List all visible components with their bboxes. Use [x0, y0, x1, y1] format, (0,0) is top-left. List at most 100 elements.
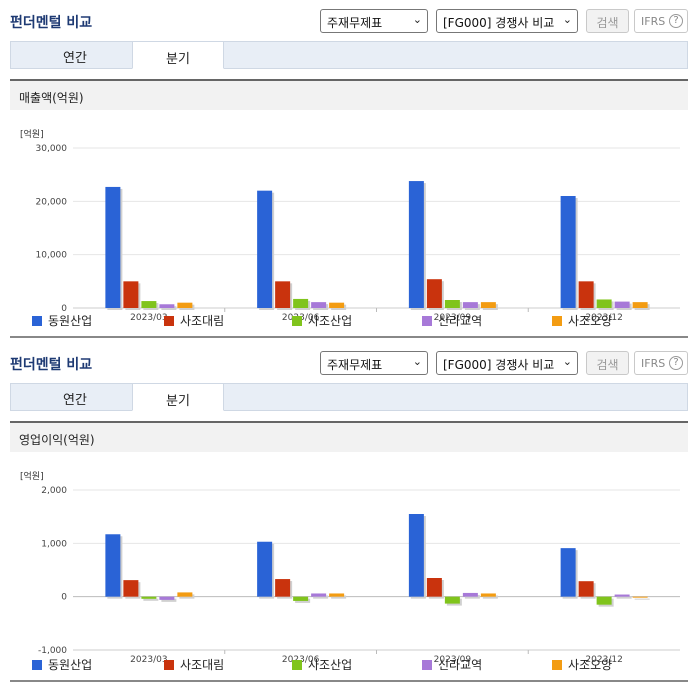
comparison-select-value: [FG000] 경쟁사 비교 [443, 358, 555, 372]
bar [408, 514, 424, 597]
period-tabs: 연간 분기 [10, 41, 688, 69]
bar-shadow [616, 596, 632, 599]
legend-swatch [552, 316, 562, 326]
y-tick-label: 30,000 [36, 144, 68, 154]
legend-swatch [164, 316, 174, 326]
bar-shadow [143, 598, 159, 601]
bar [329, 593, 345, 597]
help-icon[interactable]: ? [669, 14, 683, 28]
bar [141, 301, 157, 308]
bar [578, 281, 594, 308]
search-button[interactable]: 검색 [586, 9, 629, 33]
tab-quarterly[interactable]: 분기 [132, 41, 224, 69]
metric-title: 매출액(억원) [10, 79, 688, 110]
bar [257, 190, 273, 308]
y-tick-label: 0 [61, 304, 67, 314]
bar [159, 596, 175, 600]
ifrs-info[interactable]: IFRS ? [634, 351, 688, 375]
y-tick-label: -1,000 [38, 646, 67, 656]
bar [105, 534, 121, 597]
tab-quarterly[interactable]: 분기 [132, 383, 224, 411]
bar [480, 593, 496, 597]
comparison-select-value: [FG000] 경쟁사 비교 [443, 16, 555, 30]
bar-shadow [161, 598, 177, 602]
legend-item[interactable]: 사조산업 [292, 656, 352, 673]
bar [560, 548, 576, 597]
statement-select[interactable]: 주재무제표 ⌄ [320, 351, 428, 375]
y-tick-label: 1,000 [41, 539, 67, 549]
bar [560, 196, 576, 308]
ifrs-info[interactable]: IFRS ? [634, 9, 688, 33]
bar [275, 281, 291, 308]
legend-item[interactable]: 동원산업 [32, 312, 92, 329]
legend-item[interactable]: 사조오양 [552, 312, 612, 329]
bar [596, 299, 612, 308]
legend-swatch [164, 660, 174, 670]
chevron-down-icon: ⌄ [562, 355, 572, 368]
help-icon[interactable]: ? [669, 356, 683, 370]
legend-item[interactable]: 동원산업 [32, 656, 92, 673]
x-tick-label: 2023/09 [434, 313, 472, 323]
bar [632, 596, 648, 598]
bar [311, 593, 327, 597]
legend-swatch [32, 660, 42, 670]
y-tick-label: 2,000 [41, 486, 67, 496]
legend-label: 사조오양 [568, 314, 613, 328]
bar [444, 596, 460, 604]
bar [444, 300, 460, 308]
period-tabs: 연간 분기 [10, 383, 688, 411]
legend-swatch [292, 660, 302, 670]
bar [105, 186, 121, 308]
bar-shadow [313, 595, 329, 599]
chevron-down-icon: ⌄ [412, 355, 422, 368]
bar-shadow [464, 594, 480, 599]
bar [480, 302, 496, 308]
legend-label: 사조대림 [180, 658, 225, 672]
legend-item[interactable]: 사조대림 [164, 656, 224, 673]
section-title: 펀더멘털 비교 [10, 15, 93, 31]
y-tick-label: 10,000 [36, 251, 68, 261]
comparison-select[interactable]: [FG000] 경쟁사 비교 ⌄ [436, 351, 578, 375]
statement-select[interactable]: 주재무제표 ⌄ [320, 9, 428, 33]
bar [462, 302, 478, 308]
x-tick-label: 2023/09 [434, 655, 472, 665]
ifrs-label: IFRS [641, 357, 666, 370]
bar [123, 281, 139, 308]
legend-label: 사조산업 [308, 658, 353, 672]
bar [462, 592, 478, 597]
legend-label: 동원산업 [48, 314, 93, 328]
bar [408, 181, 424, 308]
operating-profit-chart: [억원]-1,00001,0002,0002023/032023/062023/… [20, 470, 680, 665]
bar [632, 302, 648, 308]
divider [10, 336, 688, 338]
legend-swatch [422, 660, 432, 670]
bar [329, 302, 345, 308]
bar [177, 592, 193, 597]
legend-item[interactable]: 신라교역 [422, 656, 482, 673]
legend-item[interactable]: 신라교역 [422, 312, 482, 329]
legend-label: 사조대림 [180, 314, 225, 328]
chevron-down-icon: ⌄ [562, 13, 572, 26]
legend-label: 신라교역 [438, 658, 483, 672]
revenue-chart: [억원]010,00020,00030,0002023/032023/06202… [20, 128, 680, 323]
comparison-select[interactable]: [FG000] 경쟁사 비교 ⌄ [436, 9, 578, 33]
legend-item[interactable]: 사조오양 [552, 656, 612, 673]
legend-item[interactable]: 사조대림 [164, 312, 224, 329]
legend-label: 신라교역 [438, 314, 483, 328]
search-button[interactable]: 검색 [586, 351, 629, 375]
legend-swatch [552, 660, 562, 670]
legend-swatch [422, 316, 432, 326]
bar [257, 541, 273, 597]
legend-item[interactable]: 사조산업 [292, 312, 352, 329]
x-tick-label: 2023/12 [585, 655, 622, 665]
statement-select-value: 주재무제표 [327, 358, 383, 372]
section-header: 펀더멘털 비교 주재무제표 ⌄ [FG000] 경쟁사 비교 ⌄ 검색 IFRS… [0, 342, 696, 380]
legend-label: 사조산업 [308, 314, 353, 328]
chevron-down-icon: ⌄ [412, 13, 422, 26]
bar [578, 581, 594, 597]
y-tick-label: 20,000 [36, 197, 68, 207]
tab-annual[interactable]: 연간 [63, 393, 87, 408]
metric-title: 영업이익(억원) [10, 421, 688, 452]
bar-shadow [161, 306, 177, 310]
tab-annual[interactable]: 연간 [63, 51, 87, 66]
